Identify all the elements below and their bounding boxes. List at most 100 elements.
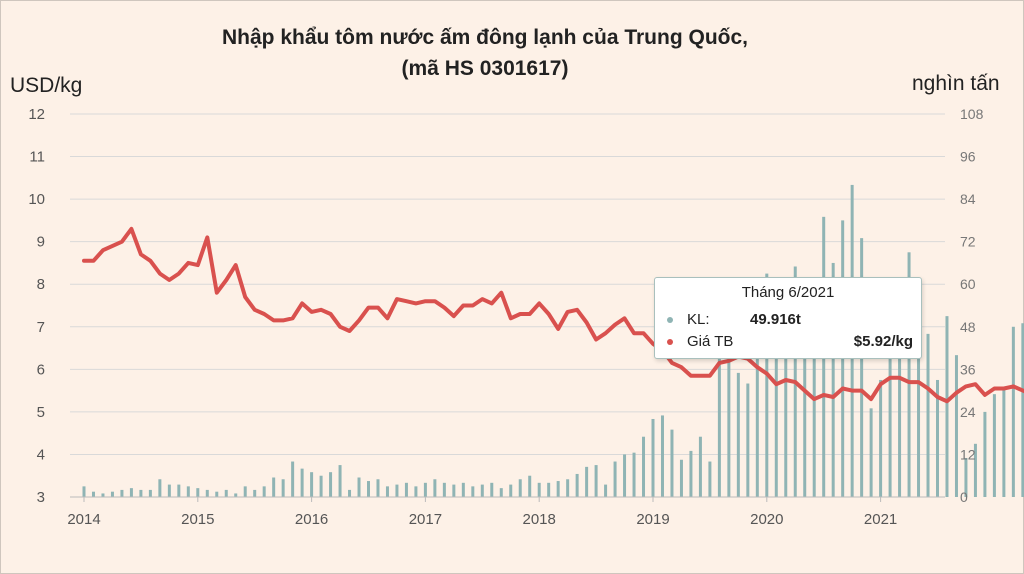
volume-bar [499, 488, 503, 497]
x-axis-tick-label: 2014 [67, 511, 100, 528]
volume-bar [547, 482, 551, 497]
right-axis-tick-label: 96 [960, 149, 976, 165]
volume-bar [1021, 323, 1024, 497]
volume-bar [556, 481, 560, 497]
volume-bar [936, 379, 939, 497]
tooltip-row-volume: KL: 49.916t [665, 311, 913, 331]
volume-bar [604, 484, 608, 497]
chart-title-line2: (mã HS 0301617) [401, 57, 569, 80]
price-line [82, 226, 1024, 404]
tooltip-volume-value: 49.916t [750, 311, 801, 328]
x-axis-tick-label: 2020 [750, 511, 783, 528]
volume-bar [575, 473, 579, 497]
right-axis-tick-label: 48 [960, 319, 976, 335]
volume-bar [803, 319, 807, 497]
volume-bar [139, 489, 143, 497]
volume-bar [784, 344, 788, 497]
volume-bar [177, 484, 181, 497]
x-axis-tick-label: 2016 [295, 511, 328, 528]
volume-bar [964, 457, 968, 497]
volume-bar [205, 489, 209, 497]
volume-bar [186, 486, 190, 497]
left-axis-tick-label: 11 [29, 149, 45, 166]
volume-bar [983, 411, 987, 497]
volume-bar [310, 472, 314, 497]
volume-bar [594, 465, 598, 497]
volume-bar [632, 452, 636, 497]
volume-bar [291, 461, 295, 497]
volume-bar [395, 484, 399, 497]
volume-bar [224, 489, 228, 497]
volume-bar [272, 477, 276, 497]
volume-bar [367, 481, 370, 497]
tooltip-price-label: Giá TB [687, 333, 734, 350]
volume-bar [642, 436, 646, 497]
volume-bar [736, 372, 740, 497]
volume-bar [262, 486, 266, 497]
volume-bar [148, 489, 152, 497]
tooltip-price-value: $5.92/kg [853, 333, 913, 350]
right-axis-tick-label: 60 [960, 276, 976, 292]
volume-bar [234, 493, 238, 497]
left-axis-tick-label: 9 [37, 234, 45, 251]
volume-bar [537, 482, 541, 497]
volume-bar [518, 479, 522, 497]
x-axis-tick-label: 2015 [181, 511, 214, 528]
left-axis-tick-label: 7 [37, 319, 45, 336]
volume-bar [490, 482, 494, 497]
volume-bar [613, 461, 617, 497]
right-axis-tick-label: 0 [960, 489, 968, 505]
right-axis-tick-label: 72 [960, 234, 976, 250]
volume-bar [898, 326, 902, 497]
volume-bar [888, 355, 892, 497]
price-line-path [82, 226, 1024, 404]
x-axis-tick-label: 2017 [409, 511, 442, 528]
volume-bar [110, 491, 114, 497]
right-axis-tick-label: 108 [960, 106, 984, 122]
right-axis-tick-label: 24 [960, 404, 976, 420]
volume-bar [727, 298, 731, 497]
volume-bar [338, 465, 342, 497]
volume-bar [423, 482, 427, 497]
x-axis-tick-label: 2019 [636, 511, 669, 528]
left-axis-tick-label: 5 [37, 404, 45, 421]
volume-bar [120, 489, 124, 497]
volume-bar [566, 479, 570, 497]
volume-bar [376, 479, 380, 497]
volume-bar [348, 489, 352, 497]
volume-bar [357, 477, 361, 497]
tooltip-volume-label: KL: [687, 311, 710, 328]
axis-ticks: 3 0 4 12 5 24 6 36 7 48 8 60 9 72 10 84 11 96 12 108 2014 201… [28, 106, 983, 528]
right-axis-unit: nghìn tấn [912, 72, 1000, 95]
volume-bar [1002, 387, 1006, 497]
volume-bar [414, 486, 418, 497]
left-axis-tick-label: 6 [37, 361, 45, 378]
volume-bar [158, 479, 162, 497]
left-axis-tick-label: 3 [37, 489, 45, 506]
volume-bar [253, 489, 257, 497]
volume-bar [926, 333, 930, 497]
volume-bar [433, 479, 437, 497]
volume-bar [452, 484, 456, 497]
volume-bar [82, 486, 86, 497]
volume-bar [708, 461, 712, 497]
volume-bar [831, 262, 835, 497]
volume-bar [879, 379, 883, 497]
left-axis-tick-label: 10 [28, 191, 45, 208]
volume-bar [404, 482, 408, 497]
volume-bar [196, 488, 200, 497]
volume-bar [679, 459, 683, 497]
volume-bar [869, 408, 873, 497]
volume-bar [992, 394, 996, 497]
volume-bar [480, 484, 484, 497]
volume-bar [670, 429, 674, 497]
volume-bar [774, 277, 778, 497]
volume-bar [954, 355, 958, 497]
volume-bar [442, 482, 446, 497]
volume-bar [907, 252, 911, 497]
volume-bar [471, 486, 475, 497]
right-axis-tick-label: 36 [960, 361, 976, 377]
left-axis-tick-label: 8 [37, 276, 45, 293]
volume-bar [509, 484, 513, 497]
volume-bar [329, 472, 333, 497]
